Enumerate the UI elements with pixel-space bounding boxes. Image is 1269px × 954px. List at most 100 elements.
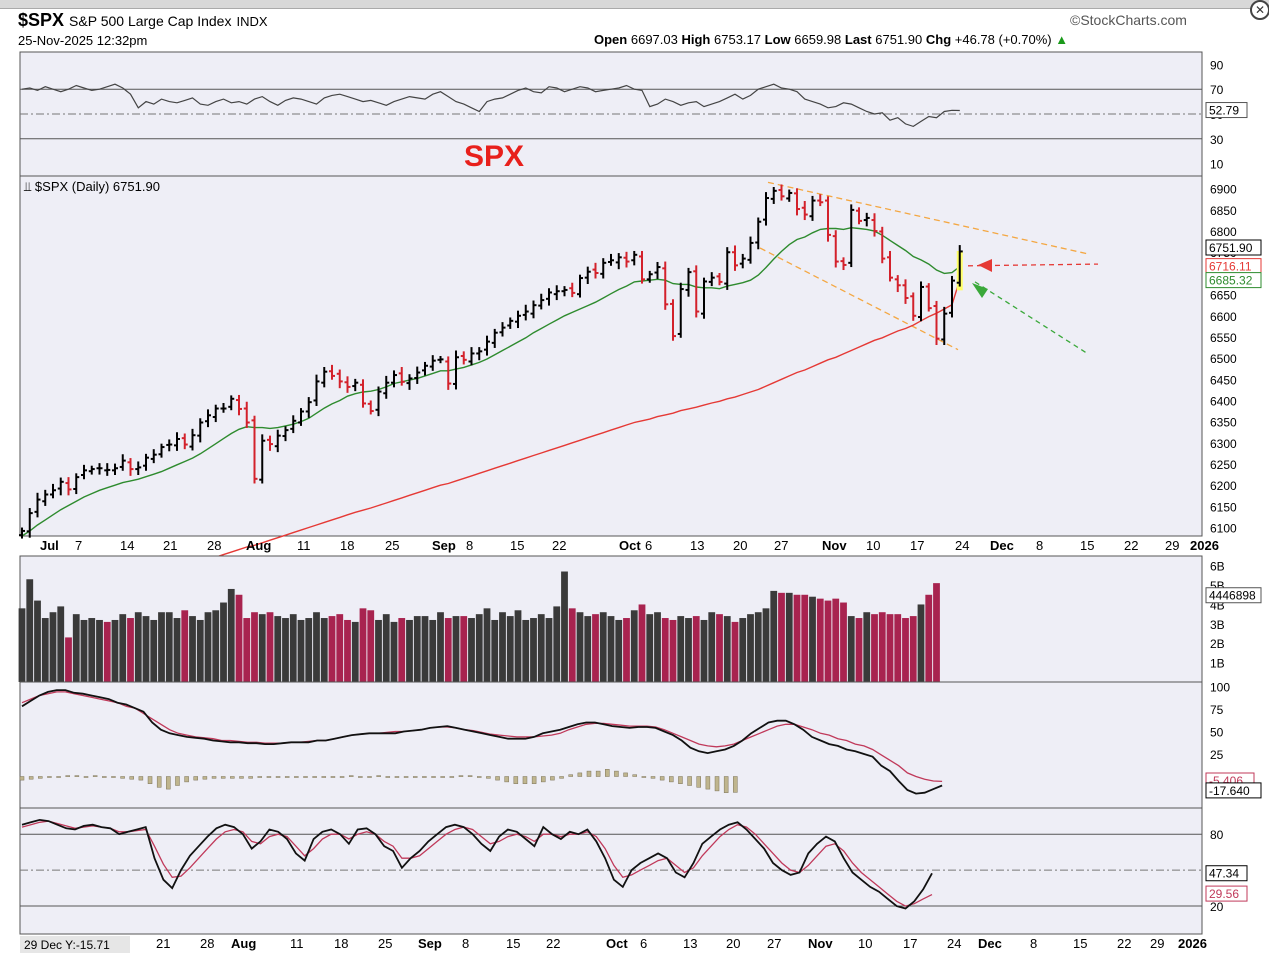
osc-histogram-bar [65,775,70,777]
price-bar [499,322,506,337]
last-value: 6751.90 [875,32,923,47]
volume-bar [871,614,878,682]
close-icon[interactable]: ✕ [1250,0,1269,20]
red-arrow-icon [978,259,992,272]
osc-histogram-bar [714,776,720,792]
bottom-x-axis-label: 2026 [1178,936,1207,951]
price-bar [538,293,545,310]
price-bar [422,361,428,376]
osc-histogram-bar [102,776,107,778]
price-tick-label: 6500 [1210,352,1237,366]
x-axis-label: 6 [645,538,652,553]
brand-name: StockCharts.com [1080,12,1187,28]
volume-bar [313,612,320,682]
volume-bar [700,619,708,682]
volume-bar [491,619,499,682]
green-target-line [974,281,1089,355]
osc-histogram-bar [220,776,226,779]
x-axis-label: Jul [40,538,59,553]
bottom-x-axis-label: 20 [726,936,740,951]
volume-tick-label: 1B [1210,657,1225,671]
volume-bar [421,616,429,682]
volume-bar [692,616,700,682]
rsi-last-value: 52.79 [1209,104,1239,118]
price-bar [65,477,72,496]
volume-bar [754,612,762,682]
volume-bar [840,602,847,682]
osc-histogram-bar [175,776,180,786]
price-bar [592,262,599,279]
price-bar [158,443,165,458]
osc-tick-label: 75 [1210,703,1224,717]
osc-histogram-bar [111,776,116,778]
volume-bar [685,618,692,682]
price-bar [437,356,444,364]
price-tick-label: 6650 [1210,289,1237,303]
volume-tick-label: 2B [1210,637,1225,651]
osc-histogram-bar [120,776,125,779]
osc-histogram-bar [385,776,391,778]
price-bar [398,367,405,386]
osc-histogram-bar [687,776,692,786]
bottom-x-axis-label: 8 [462,936,469,951]
bottom-x-axis-label: Aug [231,936,256,951]
rsi-tick-label: 70 [1210,83,1224,97]
sto-value-k: 47.34 [1209,867,1239,881]
osc-histogram-bar [138,776,144,781]
price-tick-label: 6800 [1210,225,1237,239]
x-axis-label: Nov [822,538,847,553]
x-axis-label: 13 [690,538,704,553]
osc-histogram-bar [486,776,491,779]
volume-bar [832,598,840,682]
osc-histogram-bar [294,776,299,778]
volume-bar [80,619,88,682]
price-bar [561,286,568,297]
symbol: $SPX [18,10,65,30]
price-tick-label: 6350 [1210,416,1237,430]
volume-bar [863,612,871,682]
volume-bar [677,616,685,682]
volume-bar [801,594,809,682]
x-axis-label: 20 [733,538,747,553]
high-value: 6753.17 [714,32,761,47]
price-bar [290,415,297,434]
price-bar [755,217,762,250]
volume-bar [599,612,607,682]
osc-histogram-bar [321,776,327,778]
sto-d-line [21,820,933,907]
x-axis-label: 14 [120,538,134,553]
price-bar [639,250,645,284]
volume-bar [297,619,305,682]
osc-histogram-bar [669,776,674,783]
volume-bar [638,604,646,682]
volume-bar [173,618,181,682]
price-last-value: 6751.90 [1209,241,1253,255]
price-bar [313,374,320,406]
price-bar [918,281,924,322]
price-bar [840,257,847,271]
volume-bar [336,614,344,682]
osc-histogram-bar [431,776,436,778]
osc-histogram-bar [348,775,354,777]
volume-bar [793,594,801,682]
osc-histogram-bar [449,776,455,778]
osc-histogram-bar [239,776,244,779]
price-bar [391,370,397,388]
bottom-x-axis-label: 28 [200,936,214,951]
volume-bar [65,637,72,682]
bottom-x-axis-label: 27 [767,936,781,951]
osc-histogram-bar [129,776,134,780]
volume-bar [165,612,173,682]
price-bar [507,317,514,329]
price-bar [205,409,211,428]
volume-bar [367,610,375,682]
volume-bar [189,616,196,682]
price-bar [453,350,459,390]
price-bar [809,195,816,221]
sto-value-k-box [1205,865,1248,882]
price-bar [863,212,870,227]
price-bar [181,433,188,450]
x-axis-label: Sep [432,538,456,553]
osc-histogram-bar [541,776,546,783]
